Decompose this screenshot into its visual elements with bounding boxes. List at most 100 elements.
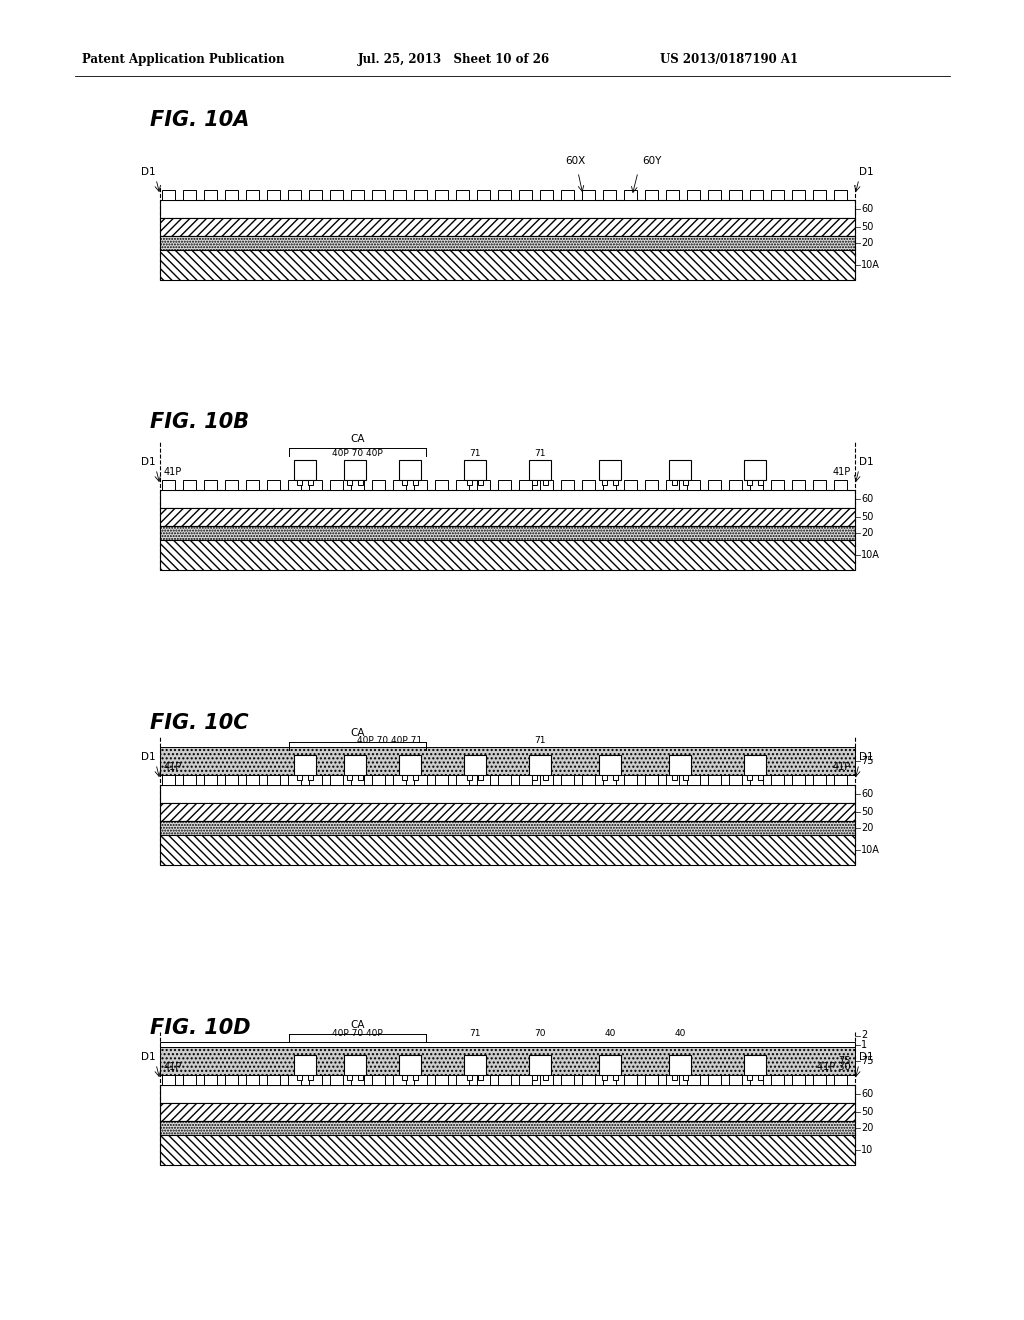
Text: 60: 60 bbox=[861, 789, 873, 799]
Bar bbox=[519, 480, 532, 490]
Bar bbox=[624, 190, 637, 201]
Bar bbox=[160, 1104, 855, 1121]
Text: 1: 1 bbox=[861, 1040, 867, 1049]
Bar bbox=[529, 1055, 551, 1074]
Bar bbox=[288, 190, 301, 201]
Bar bbox=[599, 1055, 621, 1074]
Text: 75: 75 bbox=[861, 756, 873, 766]
Bar bbox=[813, 480, 826, 490]
Bar bbox=[297, 775, 302, 780]
Bar bbox=[834, 1074, 847, 1085]
Bar bbox=[813, 1074, 826, 1085]
Bar bbox=[792, 480, 805, 490]
Bar bbox=[246, 1074, 259, 1085]
Bar bbox=[540, 190, 553, 201]
Bar bbox=[393, 1074, 406, 1085]
Bar bbox=[543, 480, 548, 484]
Bar bbox=[464, 459, 486, 480]
Bar bbox=[351, 1074, 364, 1085]
Bar bbox=[160, 1085, 855, 1104]
Bar bbox=[624, 1074, 637, 1085]
Bar bbox=[813, 775, 826, 785]
Bar bbox=[744, 1055, 766, 1074]
Bar bbox=[160, 525, 855, 540]
Bar bbox=[330, 775, 343, 785]
Bar bbox=[498, 1074, 511, 1085]
Bar bbox=[645, 190, 658, 201]
Text: 60X: 60X bbox=[565, 156, 585, 166]
Bar bbox=[225, 190, 238, 201]
Bar bbox=[347, 1074, 352, 1080]
Bar bbox=[160, 490, 855, 508]
Text: FIG. 10B: FIG. 10B bbox=[150, 412, 249, 432]
Bar bbox=[183, 190, 196, 201]
Text: 75: 75 bbox=[839, 1056, 851, 1067]
Bar bbox=[225, 1074, 238, 1085]
Text: 10: 10 bbox=[861, 1144, 873, 1155]
Bar bbox=[160, 508, 855, 525]
Bar bbox=[204, 1074, 217, 1085]
Bar bbox=[402, 1074, 407, 1080]
Bar bbox=[834, 775, 847, 785]
Bar bbox=[456, 775, 469, 785]
Bar bbox=[582, 775, 595, 785]
Text: CA: CA bbox=[350, 729, 365, 738]
Bar bbox=[708, 775, 721, 785]
Bar bbox=[246, 480, 259, 490]
Bar bbox=[561, 1074, 574, 1085]
Bar bbox=[672, 775, 677, 780]
Bar bbox=[529, 755, 551, 775]
Bar bbox=[645, 775, 658, 785]
Bar bbox=[672, 1074, 677, 1080]
Bar bbox=[162, 190, 175, 201]
Bar bbox=[414, 190, 427, 201]
Bar bbox=[540, 1074, 553, 1085]
Bar bbox=[687, 775, 700, 785]
Bar bbox=[708, 190, 721, 201]
Bar bbox=[267, 775, 280, 785]
Bar bbox=[729, 480, 742, 490]
Bar bbox=[246, 190, 259, 201]
Bar bbox=[393, 190, 406, 201]
Bar bbox=[294, 1055, 316, 1074]
Text: D1: D1 bbox=[859, 168, 873, 177]
Bar bbox=[683, 1074, 688, 1080]
Bar bbox=[204, 190, 217, 201]
Bar bbox=[477, 190, 490, 201]
Bar bbox=[435, 480, 449, 490]
Text: FIG. 10D: FIG. 10D bbox=[150, 1018, 251, 1038]
Text: 60Y: 60Y bbox=[642, 156, 662, 166]
Bar bbox=[746, 775, 752, 780]
Bar bbox=[758, 480, 763, 484]
Text: D1: D1 bbox=[141, 168, 156, 177]
Text: D1: D1 bbox=[859, 1052, 873, 1063]
Text: 75: 75 bbox=[861, 1056, 873, 1067]
Bar bbox=[729, 190, 742, 201]
Bar bbox=[372, 775, 385, 785]
Bar bbox=[160, 785, 855, 803]
Bar bbox=[543, 1074, 548, 1080]
Text: 50: 50 bbox=[861, 807, 873, 817]
Bar bbox=[666, 480, 679, 490]
Bar bbox=[309, 190, 322, 201]
Bar bbox=[771, 1074, 784, 1085]
Bar bbox=[582, 190, 595, 201]
Bar bbox=[750, 190, 763, 201]
Bar bbox=[498, 775, 511, 785]
Text: 2: 2 bbox=[861, 1031, 867, 1040]
Bar bbox=[834, 190, 847, 201]
Text: 50: 50 bbox=[861, 512, 873, 521]
Bar bbox=[246, 775, 259, 785]
Bar bbox=[602, 775, 607, 780]
Bar bbox=[160, 1135, 855, 1166]
Bar bbox=[603, 190, 616, 201]
Bar bbox=[478, 480, 483, 484]
Bar bbox=[519, 190, 532, 201]
Bar bbox=[372, 480, 385, 490]
Bar bbox=[160, 1047, 855, 1074]
Bar bbox=[467, 480, 472, 484]
Bar bbox=[708, 480, 721, 490]
Bar bbox=[669, 755, 691, 775]
Bar bbox=[532, 480, 537, 484]
Text: 41P: 41P bbox=[833, 467, 851, 477]
